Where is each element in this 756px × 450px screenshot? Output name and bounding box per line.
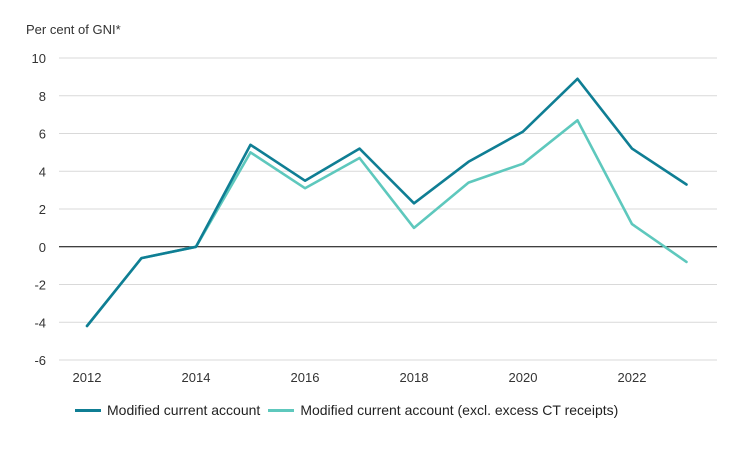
series-lines bbox=[85, 77, 688, 328]
series-line-1 bbox=[85, 77, 688, 328]
legend-item-series-2: Modified current account (excl. excess C… bbox=[268, 402, 618, 418]
y-tick-label: 8 bbox=[39, 89, 46, 104]
y-tick-label: -2 bbox=[34, 278, 46, 293]
x-tick-label: 2014 bbox=[182, 370, 211, 385]
legend-swatch-series-1 bbox=[75, 408, 101, 412]
y-tick-label: 0 bbox=[39, 240, 46, 255]
x-tick-label: 2016 bbox=[291, 370, 320, 385]
y-tick-label: 2 bbox=[39, 202, 46, 217]
y-tick-label: -4 bbox=[34, 315, 46, 330]
x-tick-label: 2020 bbox=[509, 370, 538, 385]
y-tick-label: 6 bbox=[39, 127, 46, 142]
y-tick-label: 10 bbox=[32, 51, 46, 66]
series-line-2 bbox=[85, 119, 688, 328]
x-tick-label: 2022 bbox=[618, 370, 647, 385]
x-tick-label: 2012 bbox=[73, 370, 102, 385]
y-axis-label: Per cent of GNI* bbox=[26, 22, 121, 37]
y-tick-label: -6 bbox=[34, 353, 46, 368]
legend-swatch-series-2 bbox=[268, 408, 295, 412]
grid bbox=[59, 57, 717, 361]
legend-label-series-2: Modified current account (excl. excess C… bbox=[300, 402, 619, 418]
y-tick-label: 4 bbox=[39, 164, 46, 179]
y-ticks: 10 8 6 4 2 0 -2 -4 -6 bbox=[32, 51, 46, 368]
x-ticks: 2012 2014 2016 2018 2020 2022 bbox=[73, 370, 647, 385]
x-tick-label: 2018 bbox=[400, 370, 429, 385]
legend-item-series-1: Modified current account bbox=[75, 402, 260, 418]
legend-label-series-1: Modified current account bbox=[107, 402, 261, 418]
legend: Modified current account Modified curren… bbox=[75, 402, 626, 418]
